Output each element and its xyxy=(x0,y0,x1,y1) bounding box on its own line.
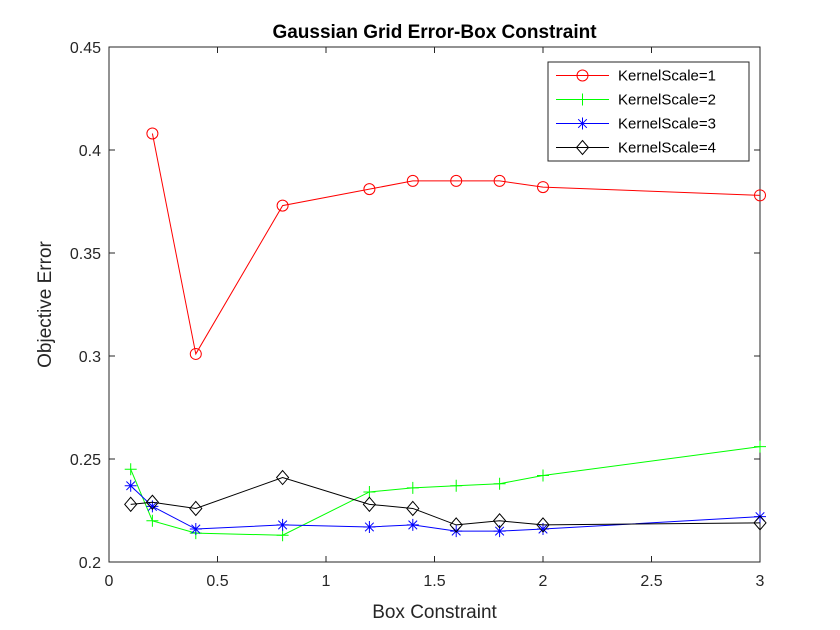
data-point xyxy=(146,127,159,140)
x-tick-label: 0 xyxy=(105,573,114,590)
x-tick-label: 0.5 xyxy=(206,573,228,590)
data-point xyxy=(753,515,767,531)
legend-marker xyxy=(576,117,589,130)
legend-marker xyxy=(575,139,590,156)
legend-marker xyxy=(576,93,589,106)
data-point xyxy=(276,199,289,212)
legend-item: KernelScale=2 xyxy=(556,92,716,109)
y-tick-label: 0.3 xyxy=(79,349,101,366)
data-point xyxy=(145,494,160,511)
series-line xyxy=(130,446,761,536)
y-tick-label: 0.45 xyxy=(70,40,101,57)
data-point xyxy=(754,189,766,202)
y-tick-label: 0.2 xyxy=(79,555,101,572)
y-tick-label: 0.4 xyxy=(79,143,101,160)
legend-marker xyxy=(576,69,589,82)
data-point xyxy=(450,525,463,538)
data-point xyxy=(124,479,137,492)
y-tick-label: 0.35 xyxy=(70,246,101,263)
data-point xyxy=(449,517,463,533)
data-point xyxy=(406,481,419,494)
data-point xyxy=(754,440,766,453)
series-layer xyxy=(124,127,767,542)
series-1 xyxy=(146,127,766,360)
legend-item: KernelScale=3 xyxy=(556,116,716,133)
series-line xyxy=(151,133,761,356)
legend-label: KernelScale=3 xyxy=(618,116,716,133)
legend-box xyxy=(547,61,750,162)
series-line xyxy=(130,477,761,526)
legend-item: KernelScale=1 xyxy=(556,68,716,85)
data-point xyxy=(450,174,463,187)
data-point xyxy=(406,518,419,531)
data-point xyxy=(275,469,290,486)
data-point xyxy=(493,477,506,490)
legend: KernelScale=1 KernelScale=2 KernelScale=3 K… xyxy=(547,61,750,162)
series-3 xyxy=(124,479,766,538)
data-point xyxy=(450,479,463,492)
data-point xyxy=(363,485,376,498)
legend-label: KernelScale=4 xyxy=(618,140,716,157)
data-point xyxy=(363,183,376,196)
data-point xyxy=(189,347,202,360)
series-4 xyxy=(124,469,767,533)
x-tick-label: 1.5 xyxy=(423,573,445,590)
data-point xyxy=(406,174,419,187)
data-point xyxy=(124,496,138,513)
ticks-layer: 0 0.5 1 1.5 2 2.5 3 0.2 0.25 0.3 0.35 0.4 0.45 xyxy=(70,40,765,590)
y-axis-title: Objective Error xyxy=(35,240,56,367)
legend-item: KernelScale=4 xyxy=(556,140,716,157)
data-point xyxy=(189,500,203,517)
x-tick-label: 1 xyxy=(322,573,331,590)
x-axis-title: Box Constraint xyxy=(372,602,497,623)
data-point xyxy=(536,517,550,533)
data-point xyxy=(493,525,506,538)
x-tick-label: 2 xyxy=(539,573,548,590)
y-tick-label: 0.25 xyxy=(70,452,101,469)
data-point xyxy=(362,496,377,513)
data-point xyxy=(189,523,202,536)
x-tick-label: 2.5 xyxy=(640,573,662,590)
data-point xyxy=(276,529,289,542)
data-point xyxy=(537,523,549,536)
data-point xyxy=(493,174,506,187)
x-tick-label: 3 xyxy=(756,573,765,590)
chart-title: Gaussian Grid Error-Box Constraint xyxy=(272,22,597,43)
data-point xyxy=(146,500,159,513)
data-point xyxy=(406,500,420,517)
data-point xyxy=(363,520,376,533)
data-point xyxy=(146,514,159,527)
data-point xyxy=(124,463,137,476)
series-line xyxy=(130,485,761,532)
data-point xyxy=(492,513,507,529)
data-point xyxy=(537,181,549,194)
data-point xyxy=(276,518,289,531)
legend-label: KernelScale=2 xyxy=(618,92,716,109)
data-point xyxy=(537,469,549,482)
legend-label: KernelScale=1 xyxy=(618,68,716,85)
data-point xyxy=(754,510,766,523)
